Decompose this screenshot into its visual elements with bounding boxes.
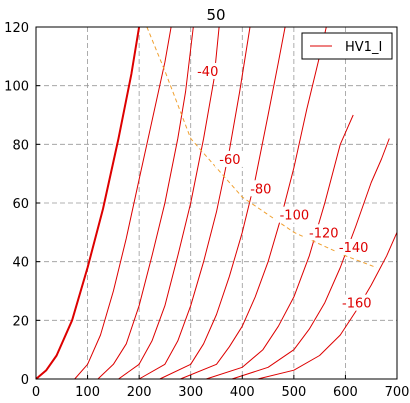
x-tick-label: 400: [230, 385, 255, 400]
plate-curve: [206, 114, 354, 380]
legend: HV1_I: [301, 32, 393, 60]
load-line: [146, 26, 377, 268]
chart-title: 50: [206, 6, 225, 24]
plate-curve: [97, 26, 194, 380]
x-tick-label: 200: [127, 385, 152, 400]
y-tick-label: 0: [21, 373, 29, 388]
curve-label: -160: [342, 297, 372, 312]
legend-entry: HV1_I: [345, 40, 382, 55]
curve-label-bg: [245, 180, 276, 197]
y-tick-label: 80: [12, 138, 29, 153]
grid-lines: [36, 27, 397, 379]
x-tick-label: 700: [385, 385, 410, 400]
x-tick-label: 0: [32, 385, 40, 400]
plate-curves: [35, 26, 398, 380]
curve-label: -40: [197, 65, 218, 80]
y-tick-label: 20: [12, 314, 29, 329]
y-tick-label: 100: [4, 80, 29, 95]
plate-curve: [138, 26, 251, 380]
plate-curve: [35, 26, 141, 380]
curve-label-bg: [334, 238, 373, 255]
curve-label-bg: [192, 62, 223, 79]
curve-label-bg: [214, 150, 245, 167]
plate-curve: [74, 26, 172, 380]
axis-ticks: 0 100 200 300 400 500 600 700 0 20 40 60 80 100 120: [4, 21, 409, 400]
curve-label: -140: [339, 241, 369, 256]
curve-label: -100: [280, 209, 310, 224]
x-tick-label: 600: [333, 385, 358, 400]
x-tick-label: 300: [178, 385, 203, 400]
x-tick-label: 500: [281, 385, 306, 400]
plate-curve: [231, 138, 390, 380]
curve-labels: -40 -60 -80 -100 -120-140 -160: [192, 62, 376, 312]
plate-curve: [118, 26, 220, 380]
plate-curve: [257, 232, 398, 380]
plate-curve: [180, 26, 327, 380]
curve-label: -80: [250, 182, 271, 197]
x-tick-label: 100: [75, 385, 100, 400]
curve-label-bg: [337, 294, 376, 311]
load-line-path: [146, 26, 377, 268]
curve-label: -60: [219, 153, 240, 168]
plate-curve: [159, 26, 286, 380]
curve-label: -120: [309, 226, 339, 241]
curve-label-bg: [275, 206, 314, 223]
y-tick-label: 60: [12, 197, 29, 212]
y-tick-label: 40: [12, 256, 29, 271]
y-tick-label: 120: [4, 21, 29, 36]
curve-label-bg: [304, 224, 343, 241]
